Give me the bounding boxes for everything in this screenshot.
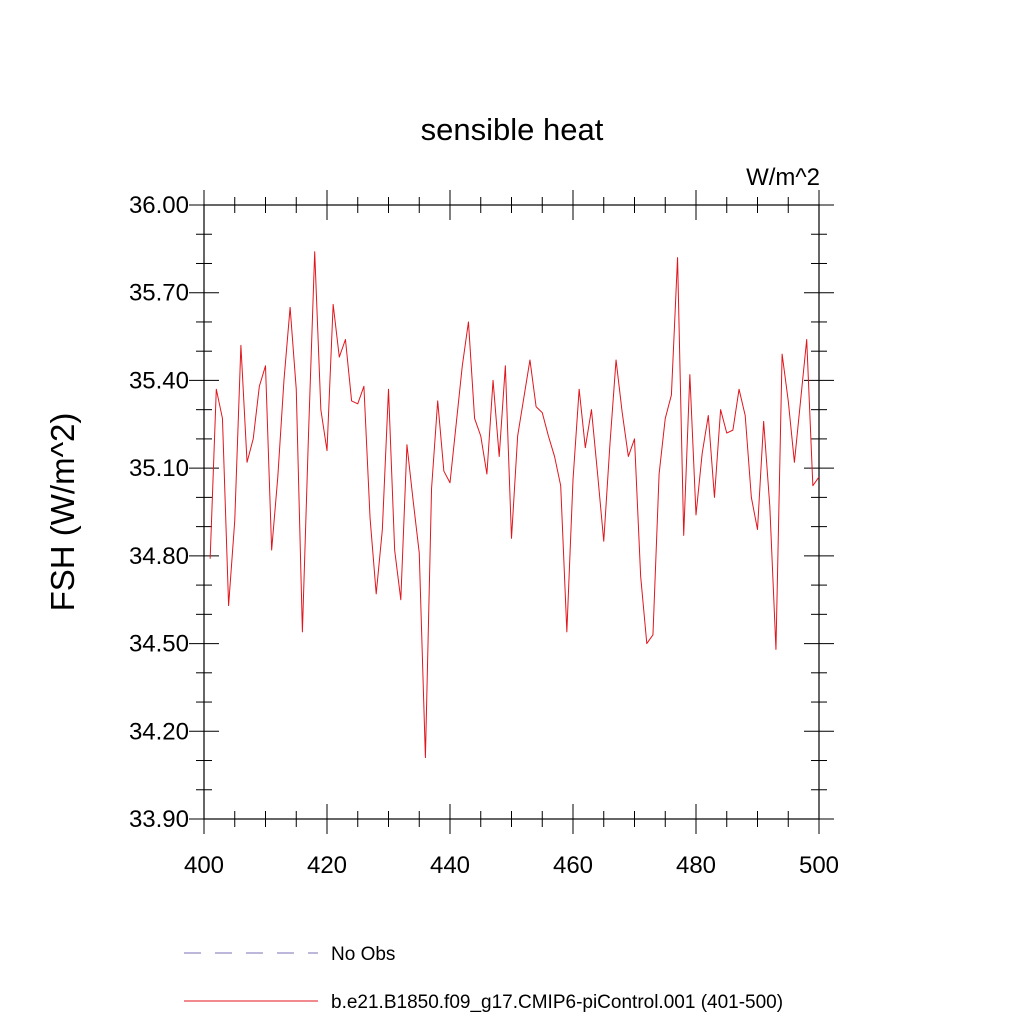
axis-ticks: [189, 190, 834, 834]
chart-title: sensible heat: [421, 112, 604, 147]
x-tick-label: 460: [553, 852, 593, 879]
y-tick-label: 36.00: [129, 192, 189, 219]
y-tick-label: 34.80: [129, 543, 189, 570]
y-tick-label: 35.40: [129, 367, 189, 394]
y-tick-label: 35.70: [129, 280, 189, 307]
y-tick-label: 33.90: [129, 806, 189, 833]
y-tick-label: 34.20: [129, 718, 189, 745]
plot-frame: [203, 204, 820, 820]
x-tick-label: 480: [676, 852, 716, 879]
x-tick-label: 440: [430, 852, 470, 879]
y-axis-label: FSH (W/m^2): [44, 413, 81, 612]
units-label: W/m^2: [746, 164, 820, 191]
series-line: [209, 251, 820, 759]
legend: No Obs b.e21.B1850.f09_g17.CMIP6-piContr…: [184, 944, 783, 1013]
legend-label-model: b.e21.B1850.f09_g17.CMIP6-piControl.001 …: [331, 992, 783, 1013]
x-tick-label: 500: [799, 852, 839, 879]
y-tick-label: 34.50: [129, 631, 189, 658]
y-tick-label: 35.10: [129, 455, 189, 482]
legend-label-no-obs: No Obs: [331, 944, 395, 965]
x-tick-label: 400: [184, 852, 224, 879]
tick-labels: 400 420 440 460 480 500 33.90 34.20 34.50 34.80 35…: [129, 192, 839, 879]
x-tick-label: 420: [307, 852, 347, 879]
